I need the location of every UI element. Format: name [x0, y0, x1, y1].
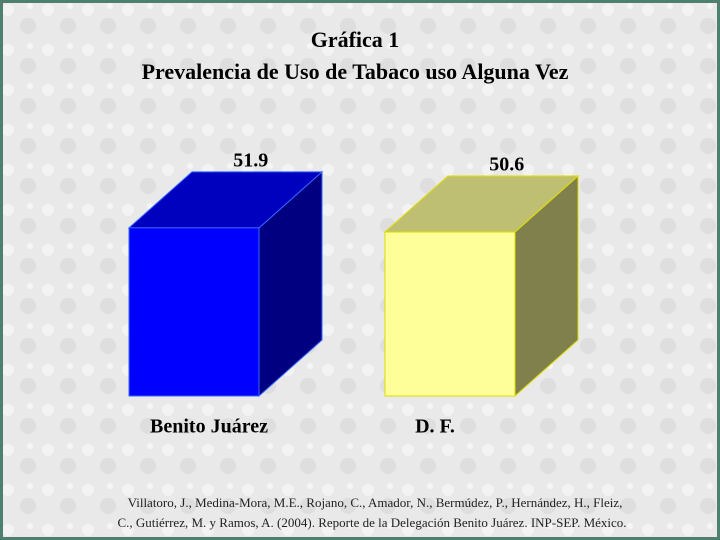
chart-title: Gráfica 1 [311, 27, 400, 52]
value-label: 50.6 [489, 154, 524, 176]
x-tick-label: Benito Juárez [150, 416, 268, 438]
x-tick-label: D. F. [415, 416, 455, 438]
bar [128, 227, 260, 397]
value-label: 51.9 [233, 149, 268, 171]
bar [384, 231, 516, 397]
source: Villatoro, J., Medina-Mora, M.E., Rojano… [128, 495, 623, 510]
source: C., Gutiérrez, M. y Ramos, A. (2004). Re… [117, 515, 626, 530]
chart-subtitle: Prevalencia de Uso de Tabaco uso Alguna … [142, 59, 569, 84]
